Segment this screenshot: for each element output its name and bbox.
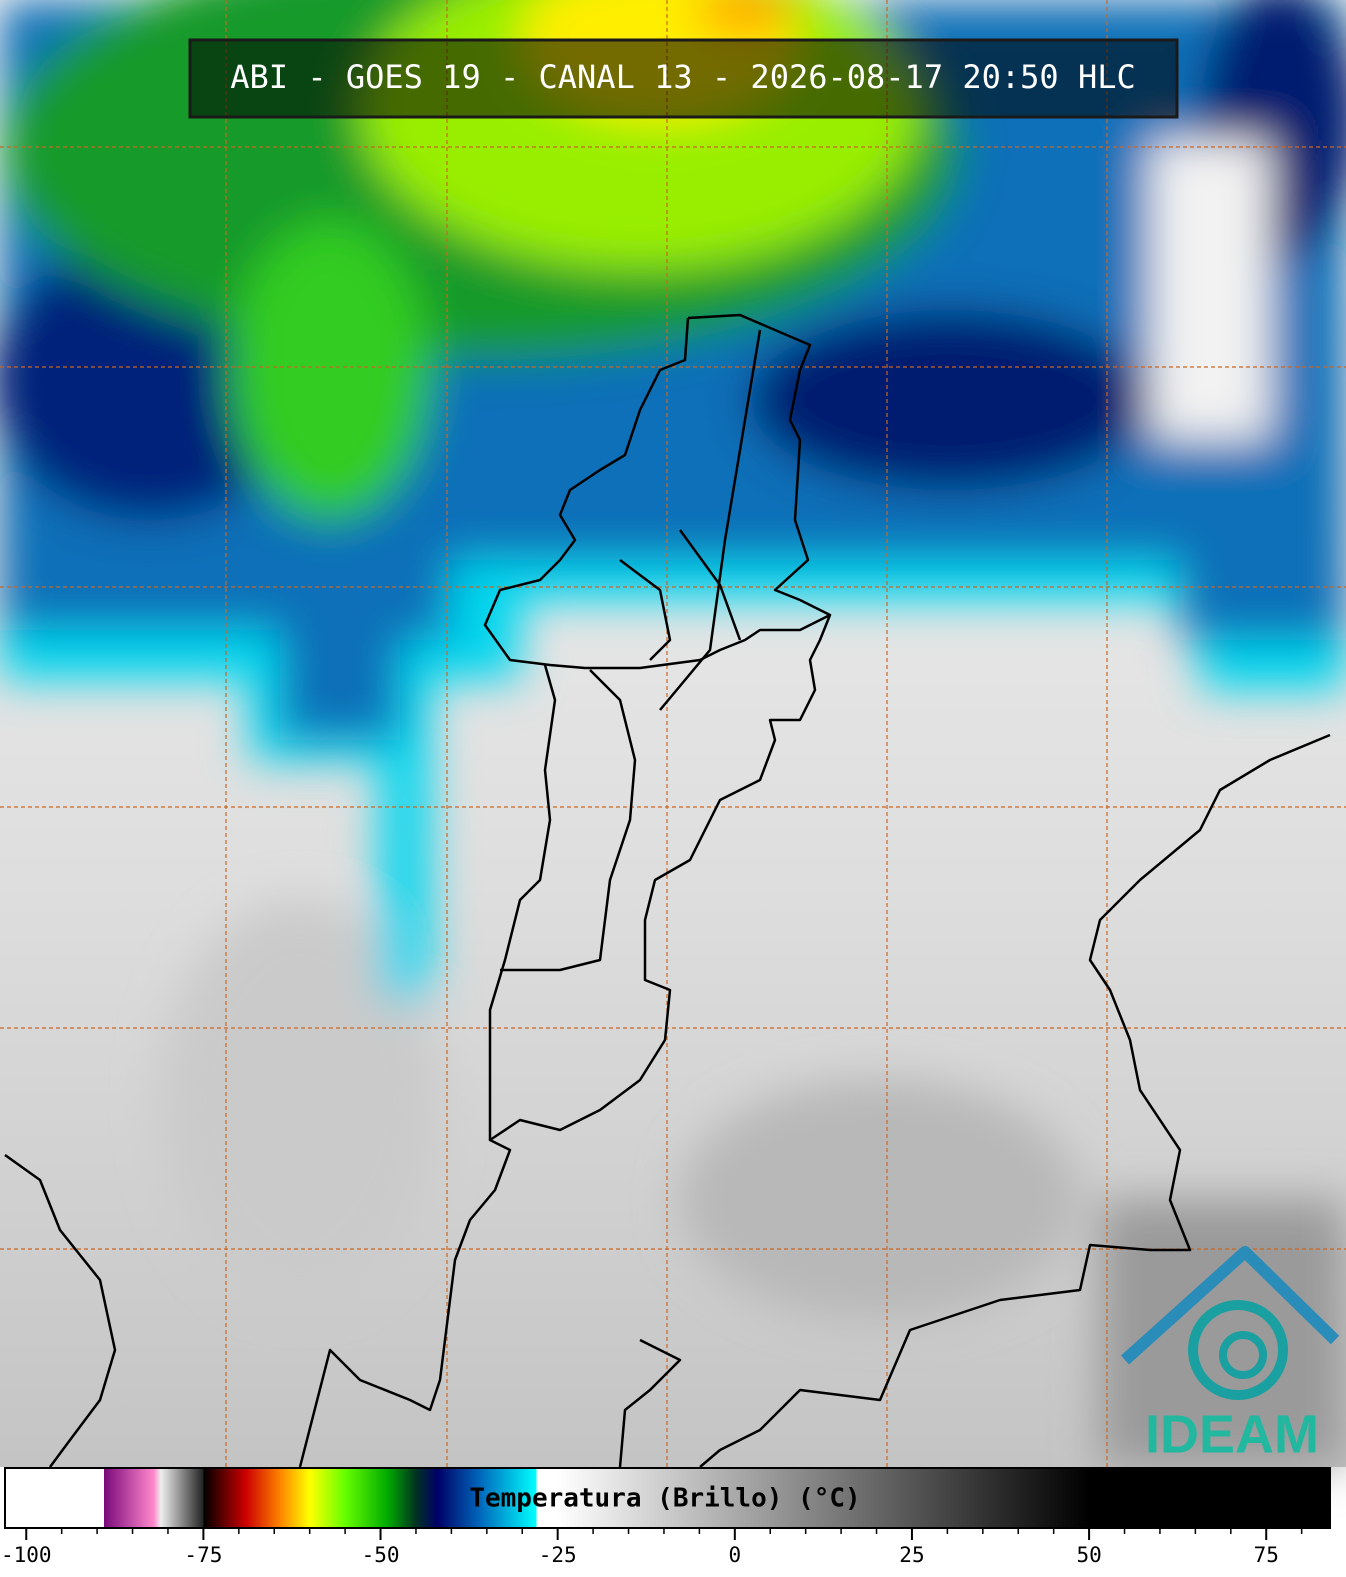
title-box: ABI - GOES 19 - CANAL 13 - 2026-08-17 20… [188, 38, 1179, 119]
title: ABI - GOES 19 - CANAL 13 - 2026-08-17 20… [230, 58, 1135, 96]
tick-label: -100 [1, 1543, 52, 1567]
logo: IDEAM [1120, 1246, 1340, 1464]
grid [0, 0, 1346, 1467]
tick-label: 25 [899, 1543, 924, 1567]
tick-label: 0 [728, 1543, 741, 1567]
tick-label: -25 [539, 1543, 577, 1567]
colorbar: Temperatura (Brillo) (°C) -100 -75 -50 -25 0 2… [1, 1467, 1331, 1567]
borders [4, 313, 1331, 1468]
tick-label: -50 [362, 1543, 400, 1567]
tick-label: -75 [184, 1543, 222, 1567]
satellite-image [0, 0, 1346, 1467]
colorbar-bar [4, 1467, 1331, 1529]
logo-text: IDEAM [1145, 1404, 1319, 1464]
tick-label: 75 [1254, 1543, 1279, 1567]
tick-label: 50 [1076, 1543, 1101, 1567]
colorbar-label: Temperatura (Brillo) (°C) [469, 1484, 860, 1514]
